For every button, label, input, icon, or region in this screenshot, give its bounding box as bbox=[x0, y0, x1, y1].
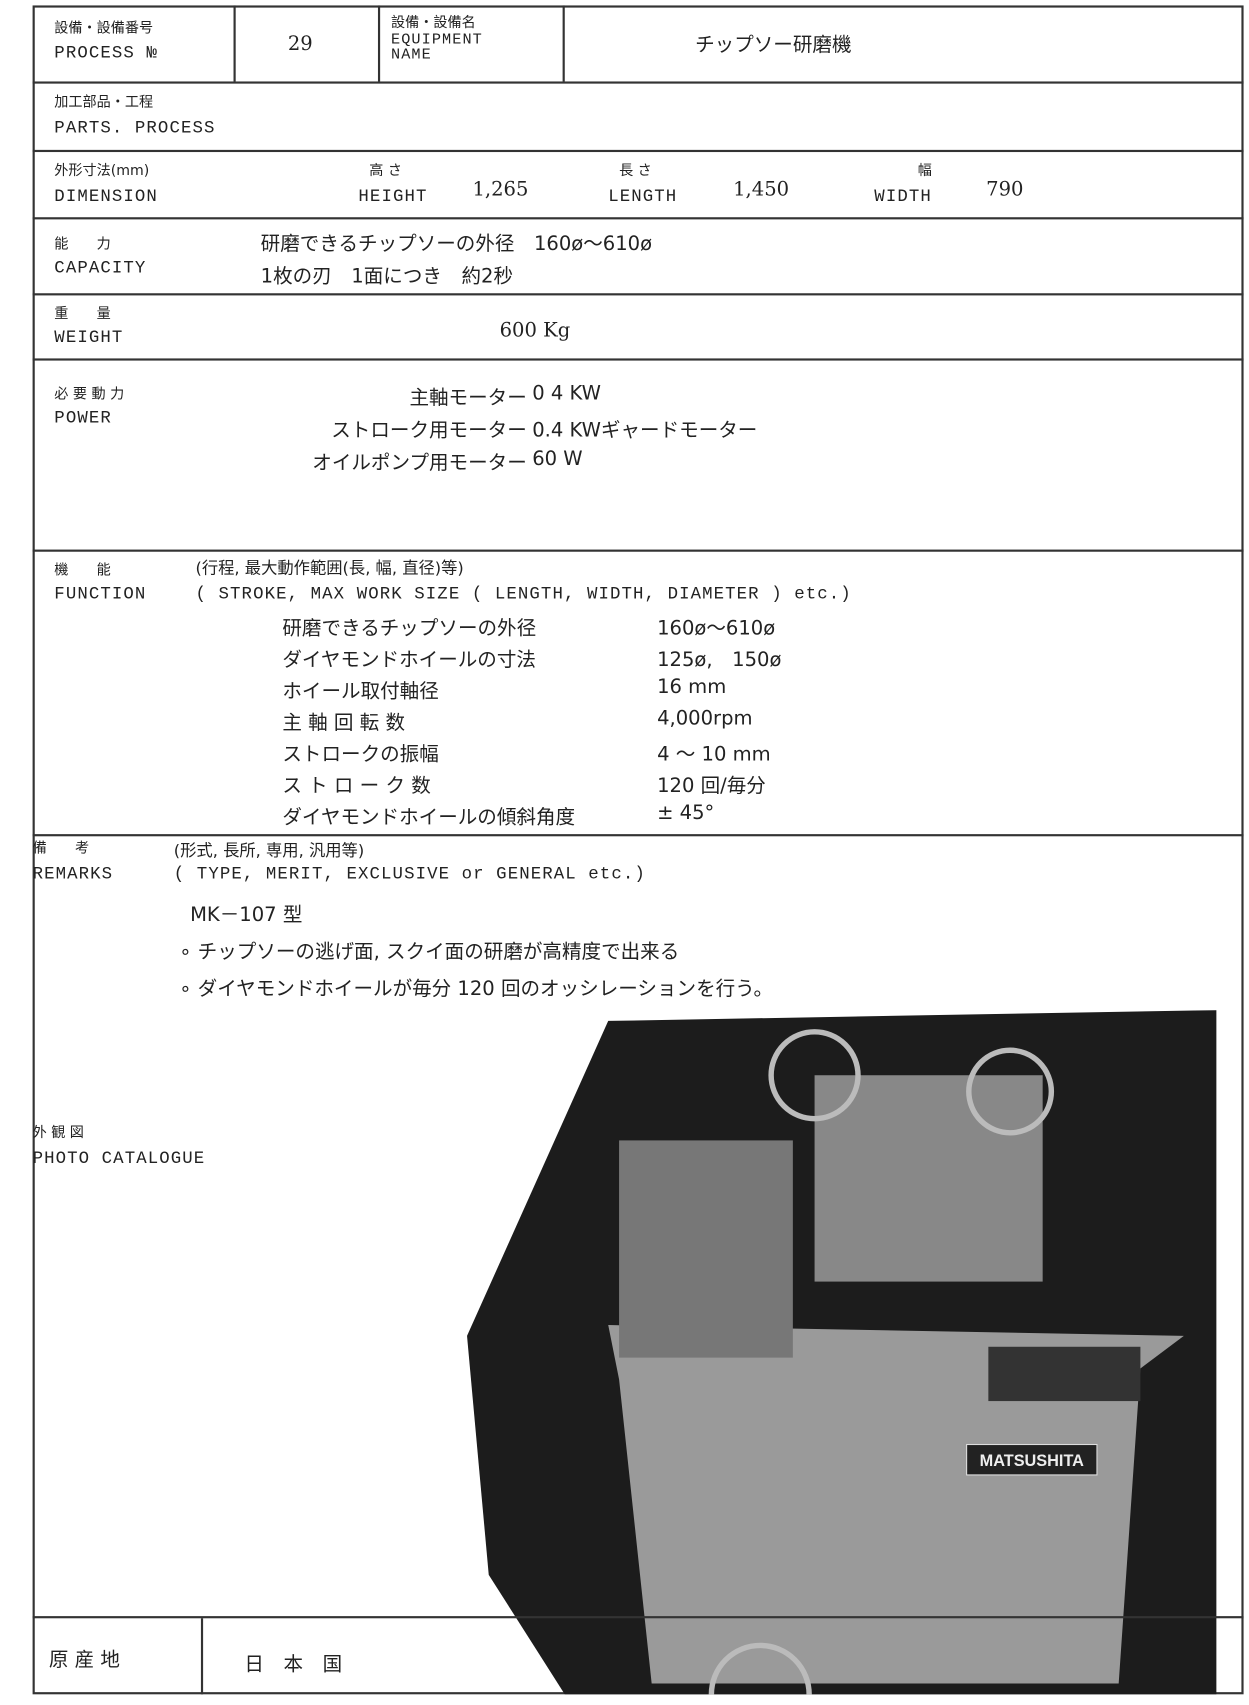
power-item: ストローク用モーター bbox=[331, 419, 527, 443]
remarks-photo-row: 備 考 REMARKS (形式, 長所, 専用, 汎用等) ( TYPE, ME… bbox=[32, 836, 1244, 1695]
hint: ( TYPE, MERIT, EXCLUSIVE or GENERAL etc.… bbox=[173, 864, 646, 885]
remark-line: ∘ チップソーの逃げ面, スクイ面の研磨が高精度で出来る bbox=[179, 940, 680, 964]
label: DIMENSION bbox=[54, 186, 158, 207]
label: 原 産 地 bbox=[48, 1648, 120, 1672]
function-value: ± 45° bbox=[657, 801, 715, 825]
value: 1,265 bbox=[472, 178, 529, 201]
label: 能 力 bbox=[54, 236, 111, 254]
label: 高 さ bbox=[369, 162, 403, 180]
label: POWER bbox=[54, 408, 112, 428]
function-item: 主 軸 回 転 数 bbox=[282, 711, 405, 735]
function-item: ホイール取付軸径 bbox=[282, 679, 439, 703]
label: HEIGHT bbox=[358, 186, 428, 207]
function-value: 4 〜 10 mm bbox=[657, 742, 771, 766]
label: PHOTO CATALOGUE bbox=[32, 1149, 206, 1169]
divider bbox=[562, 5, 565, 82]
label: 外 観 図 bbox=[32, 1125, 84, 1142]
label: PROCESS № bbox=[54, 43, 158, 63]
value: 29 bbox=[287, 32, 313, 56]
machine-head bbox=[619, 1140, 793, 1358]
power-item: オイルポンプ用モーター bbox=[312, 451, 527, 475]
label: CAPACITY bbox=[54, 258, 147, 279]
label: 幅 bbox=[917, 162, 932, 180]
function-item: ス ト ロ ー ク 数 bbox=[282, 774, 431, 798]
power-item: 主軸モーター bbox=[409, 386, 527, 410]
origin-row: 原 産 地 日 本 国 bbox=[32, 1616, 1244, 1695]
label: FUNCTION bbox=[54, 584, 147, 604]
power-value: 0 4 KW bbox=[532, 382, 601, 406]
function-value: 125ø, 150ø bbox=[657, 648, 782, 672]
dimension-row: 外形寸法(mm) DIMENSION 高 さ HEIGHT 1,265 長 さ … bbox=[32, 152, 1244, 220]
remark-line: MK－107 型 bbox=[190, 903, 303, 927]
function-item: ダイヤモンドホイールの寸法 bbox=[282, 648, 536, 672]
label: 設備・設備番号 bbox=[54, 20, 154, 37]
divider bbox=[377, 5, 381, 82]
function-item: 研磨できるチップソーの外径 bbox=[282, 616, 537, 640]
function-value: 120 回/毎分 bbox=[657, 774, 766, 798]
hint: ( STROKE, MAX WORK SIZE ( LENGTH, WIDTH,… bbox=[195, 584, 852, 604]
hint: (形式, 長所, 専用, 汎用等) bbox=[173, 840, 365, 861]
parts-row: 加工部品・工程 PARTS. PROCESS bbox=[32, 84, 1244, 153]
machine-photo: MATSUSHITA bbox=[467, 1010, 1217, 1695]
handwheel bbox=[966, 1047, 1055, 1136]
label: PARTS. PROCESS bbox=[54, 118, 216, 138]
label: 備 考 bbox=[32, 840, 90, 857]
label: WIDTH bbox=[874, 186, 932, 207]
divider bbox=[233, 5, 236, 82]
label: 必 要 動 力 bbox=[54, 386, 125, 403]
brand: MATSUSHITA bbox=[980, 1452, 1085, 1470]
label: 長 さ bbox=[619, 162, 652, 180]
function-value: 16 mm bbox=[657, 675, 727, 699]
capacity-row: 能 力 CAPACITY 研磨できるチップソーの外径 160ø〜610ø 1枚の… bbox=[32, 219, 1244, 296]
function-item: ストロークの振幅 bbox=[282, 742, 439, 766]
value: 1,450 bbox=[733, 178, 790, 201]
label: REMARKS bbox=[32, 864, 114, 885]
function-item: ダイヤモンドホイールの傾斜角度 bbox=[282, 805, 576, 829]
value: 790 bbox=[986, 178, 1024, 201]
machine-head bbox=[814, 1075, 1043, 1282]
hint: (行程, 最大動作範囲(長, 幅, 直径)等) bbox=[195, 558, 464, 578]
value: 600 Kg bbox=[499, 319, 571, 343]
handwheel bbox=[768, 1029, 861, 1122]
weight-row: 重 量 WEIGHT 600 Kg bbox=[32, 295, 1244, 361]
brand-plate bbox=[966, 1443, 1098, 1476]
function-value: 4,000rpm bbox=[657, 707, 753, 730]
text-line: 研磨できるチップソーの外径 160ø〜610ø bbox=[260, 232, 653, 256]
remark-line: ∘ ダイヤモンドホイールが毎分 120 回のオッシレーションを行う。 bbox=[179, 977, 774, 1001]
label: 機 能 bbox=[54, 562, 111, 579]
power-value: 0.4 KWギャードモーター bbox=[532, 419, 758, 443]
handwheel bbox=[708, 1642, 812, 1695]
label: 加工部品・工程 bbox=[54, 94, 154, 111]
value: チップソー研磨機 bbox=[695, 33, 852, 57]
label: 外形寸法(mm) bbox=[54, 162, 150, 180]
function-value: 160ø〜610ø bbox=[657, 616, 776, 640]
power-value: 60 W bbox=[532, 447, 583, 471]
divider bbox=[200, 1618, 204, 1695]
label: WEIGHT bbox=[54, 328, 124, 348]
value: 日 本 国 bbox=[244, 1653, 343, 1676]
machine-body bbox=[608, 1325, 1184, 1684]
label: 重 量 bbox=[54, 306, 111, 323]
power-row: 必 要 動 力 POWER 主軸モーター 0 4 KW ストローク用モーター 0.4 … bbox=[32, 361, 1244, 552]
control-panel bbox=[988, 1346, 1141, 1402]
function-row: 機 能 FUNCTION (行程, 最大動作範囲(長, 幅, 直径)等) ( S… bbox=[32, 552, 1244, 837]
label: 設備・設備名 bbox=[390, 15, 476, 32]
label: LENGTH bbox=[608, 186, 678, 207]
header-row: 設備・設備番号 PROCESS № 29 設備・設備名 EQUIPMENT NA… bbox=[32, 5, 1244, 84]
label: EQUIPMENT NAME bbox=[390, 31, 483, 65]
text-line: 1枚の刃 1面につき 約2秒 bbox=[260, 265, 514, 288]
